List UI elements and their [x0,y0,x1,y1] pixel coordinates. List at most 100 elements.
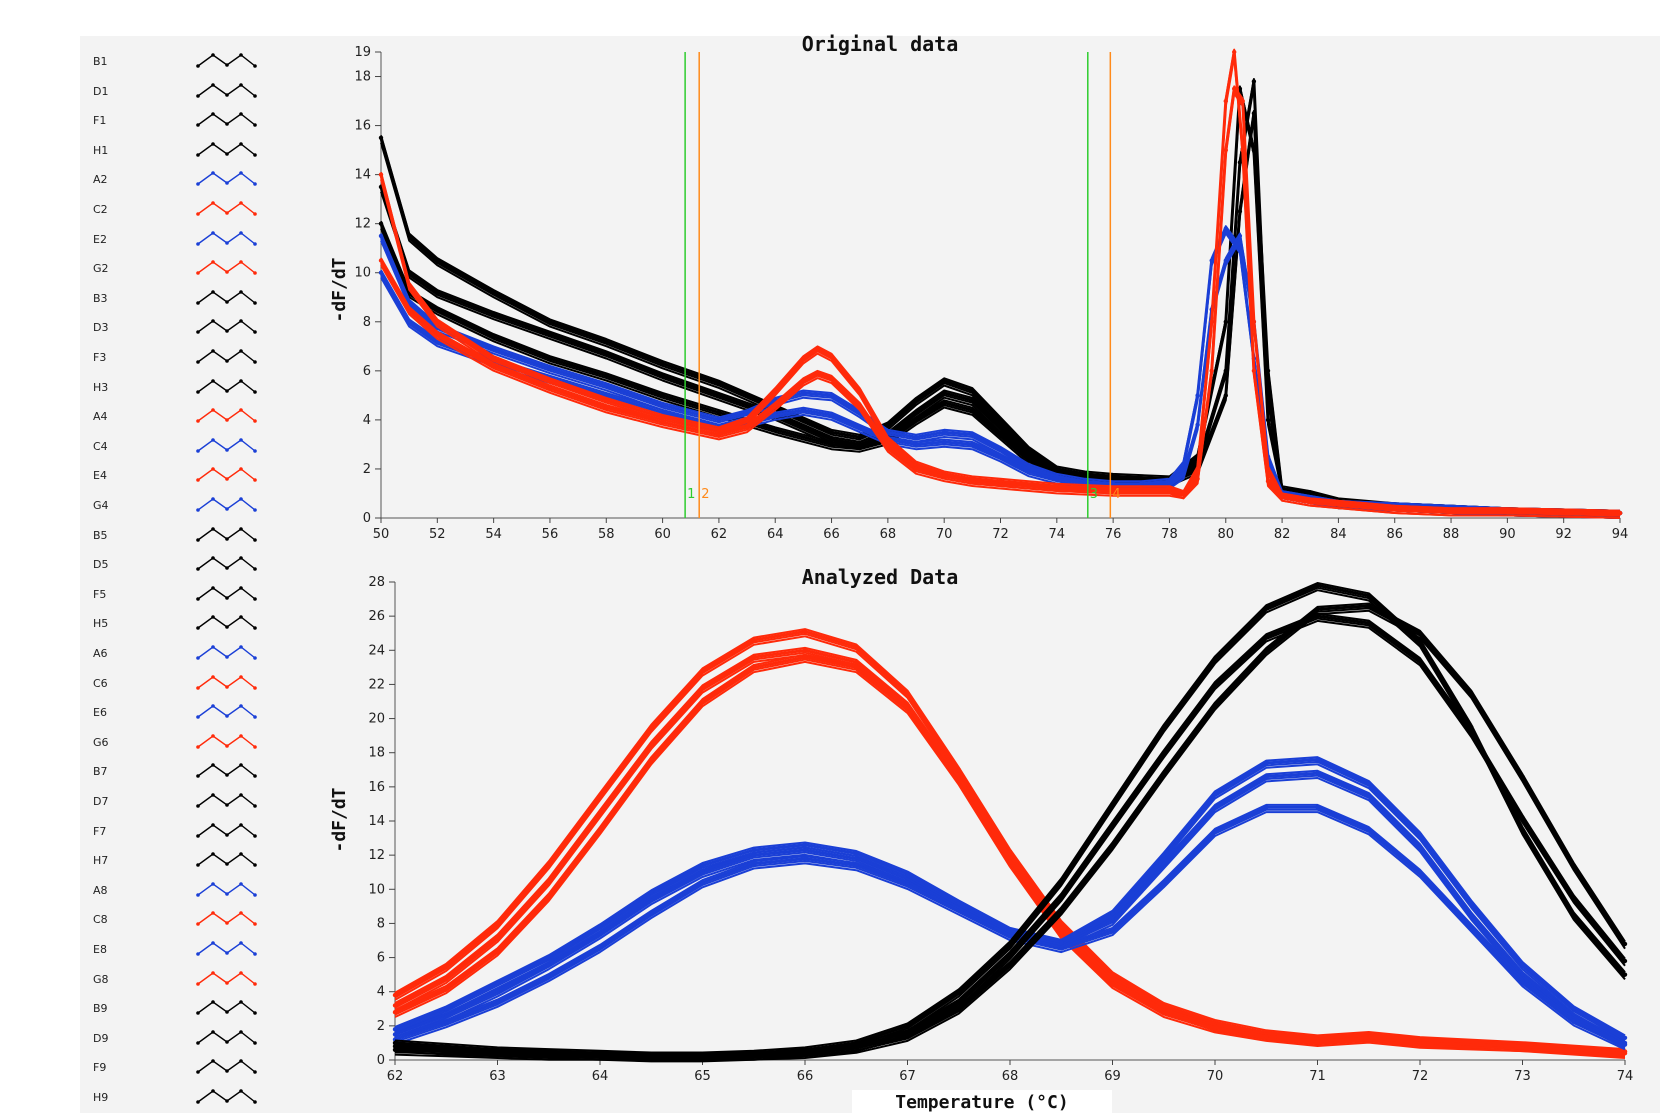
data-point [491,346,496,351]
legend-item-label: G4 [93,499,109,512]
legend-item[interactable]: G8 [80,964,295,994]
legend-item[interactable]: H1 [80,135,295,165]
legend-item[interactable]: E6 [80,697,295,727]
data-point [802,1051,808,1056]
legend-item-label: F5 [93,587,107,601]
data-point [649,757,654,762]
data-point [392,992,398,998]
legend-item-label: C4 [93,439,108,453]
data-point [744,410,750,415]
legend-item[interactable]: D3 [80,312,295,342]
data-point [660,393,665,398]
x-tick-label: 80 [1217,527,1234,542]
legend-item-label: B7 [93,765,108,779]
data-point [998,447,1003,452]
data-point [1308,498,1313,503]
legend-item[interactable]: F1 [80,105,295,135]
data-point [751,847,756,853]
legend-item[interactable]: H9 [80,1082,295,1112]
series-line [394,658,1626,1057]
legend-item[interactable]: G4 [80,490,295,520]
data-point [1366,781,1372,786]
legend-item[interactable]: C8 [80,904,295,934]
legend-item[interactable]: C4 [80,431,295,461]
legend-item[interactable]: B1 [80,46,295,76]
data-point [1264,1033,1269,1039]
data-point [998,432,1003,437]
legend-item[interactable]: C2 [80,194,295,224]
data-point [1366,827,1372,832]
data-point [1265,417,1271,423]
legend-item[interactable]: H5 [80,608,295,638]
legend-item[interactable]: G2 [80,253,295,283]
legend-item[interactable]: B5 [80,520,295,550]
data-point [1209,368,1214,373]
legend-item[interactable]: D7 [80,786,295,816]
data-point [905,1023,910,1029]
legend-item[interactable]: D5 [80,549,295,579]
data-point [1622,941,1628,947]
data-point [700,863,705,868]
legend-item[interactable]: H7 [80,845,295,875]
legend-item[interactable]: F7 [80,816,295,846]
legend-item[interactable]: E8 [80,934,295,964]
data-point [829,393,834,398]
x-tick-label: 62 [711,527,728,542]
data-point [1264,760,1269,766]
data-point [854,851,859,856]
legend-item[interactable]: F3 [80,342,295,372]
data-point [854,1045,859,1051]
legend-item[interactable]: A6 [80,638,295,668]
data-point [854,660,859,665]
data-point [1315,583,1320,588]
data-point [801,407,806,413]
series-line [394,769,1626,1042]
legend-item[interactable]: A4 [80,401,295,431]
legend-item-label: B9 [93,1002,108,1016]
data-point [491,356,496,361]
legend-item[interactable]: A8 [80,875,295,905]
data-point [1110,488,1116,494]
line-style-swatch-icon [196,704,257,719]
data-point [942,430,947,435]
legend-item-label: C2 [93,203,108,216]
data-point [1265,479,1271,484]
data-point [1469,690,1474,696]
data-point [435,258,440,263]
data-point [1237,233,1243,239]
data-point [913,442,919,447]
legend-item[interactable]: G6 [80,727,295,757]
legend-item[interactable]: D1 [80,76,295,106]
data-point [1059,931,1064,936]
legend-item-label: H1 [93,143,109,157]
line-style-swatch-icon [196,763,257,779]
legend-item[interactable]: B3 [80,283,295,313]
x-tick-label: 86 [1386,527,1403,542]
legend-item[interactable]: E4 [80,460,295,490]
data-point [1417,631,1423,636]
data-point [801,390,806,396]
legend-item[interactable]: F5 [80,579,295,609]
data-point [1209,258,1214,263]
legend-item[interactable]: F9 [80,1052,295,1082]
line-style-swatch-icon [196,1059,257,1075]
legend-item[interactable]: D9 [80,1023,295,1053]
legend-item[interactable]: H3 [80,372,295,402]
line-style-swatch-icon [196,822,257,838]
data-point [1264,774,1269,779]
data-point [1139,488,1144,494]
data-point [956,767,961,772]
legend-item[interactable]: E2 [80,224,295,254]
data-point [495,948,500,953]
data-point [495,934,500,940]
legend-item[interactable]: B7 [80,756,295,786]
legend-item[interactable]: C6 [80,668,295,698]
data-point [854,644,859,650]
y-tick-label: 24 [368,643,385,658]
data-point [1059,907,1064,912]
data-point [1195,422,1200,427]
legend-item[interactable]: B9 [80,993,295,1023]
legend-item[interactable]: A2 [80,164,295,194]
data-point [829,412,834,418]
data-point [1223,226,1229,231]
